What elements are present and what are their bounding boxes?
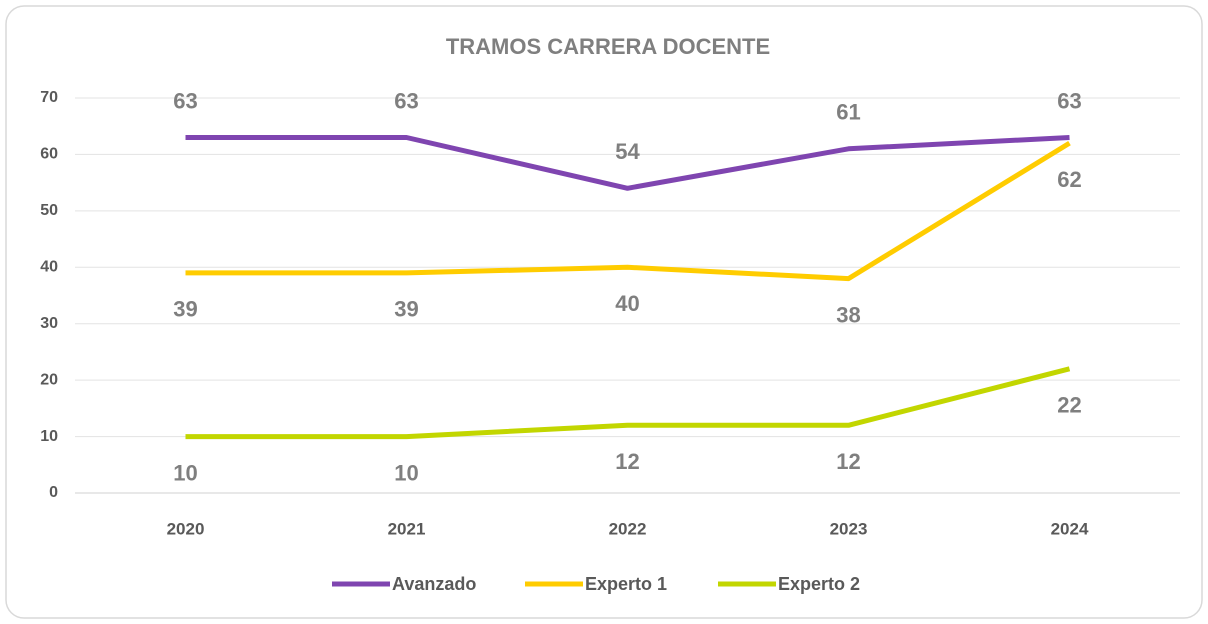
x-tick-label: 2024 bbox=[1051, 519, 1089, 538]
data-label: 39 bbox=[394, 297, 418, 322]
data-label: 22 bbox=[1057, 393, 1081, 418]
chart-frame bbox=[5, 5, 1203, 619]
y-tick-label: 40 bbox=[40, 259, 58, 276]
legend-label: Experto 2 bbox=[778, 574, 860, 594]
series-line bbox=[185, 141, 1071, 282]
y-tick-label: 20 bbox=[40, 371, 58, 388]
data-label: 62 bbox=[1057, 167, 1081, 192]
data-label: 10 bbox=[394, 460, 418, 485]
chart-title: TRAMOS CARRERA DOCENTE bbox=[446, 34, 770, 59]
legend-label: Avanzado bbox=[392, 574, 476, 594]
data-label: 61 bbox=[836, 100, 860, 125]
data-label: 39 bbox=[173, 297, 197, 322]
data-label: 63 bbox=[173, 88, 197, 113]
data-label: 63 bbox=[1057, 88, 1081, 113]
data-label: 12 bbox=[836, 449, 860, 474]
data-label: 12 bbox=[615, 449, 639, 474]
legend-label: Experto 1 bbox=[585, 574, 667, 594]
data-label: 10 bbox=[173, 460, 197, 485]
x-tick-label: 2020 bbox=[167, 519, 205, 538]
y-tick-label: 50 bbox=[40, 202, 58, 219]
y-tick-label: 30 bbox=[40, 315, 58, 332]
y-tick-label: 60 bbox=[40, 146, 58, 163]
y-tick-label: 0 bbox=[49, 484, 58, 501]
x-tick-label: 2022 bbox=[609, 519, 647, 538]
series-line bbox=[185, 366, 1071, 440]
x-tick-label: 2023 bbox=[830, 519, 868, 538]
data-label: 54 bbox=[615, 139, 640, 164]
y-tick-label: 70 bbox=[40, 89, 58, 106]
series-line bbox=[185, 135, 1070, 191]
x-tick-label: 2021 bbox=[388, 519, 426, 538]
data-label: 40 bbox=[615, 291, 639, 316]
y-tick-label: 10 bbox=[40, 428, 58, 445]
data-label: 63 bbox=[394, 88, 418, 113]
data-label: 38 bbox=[836, 302, 860, 327]
